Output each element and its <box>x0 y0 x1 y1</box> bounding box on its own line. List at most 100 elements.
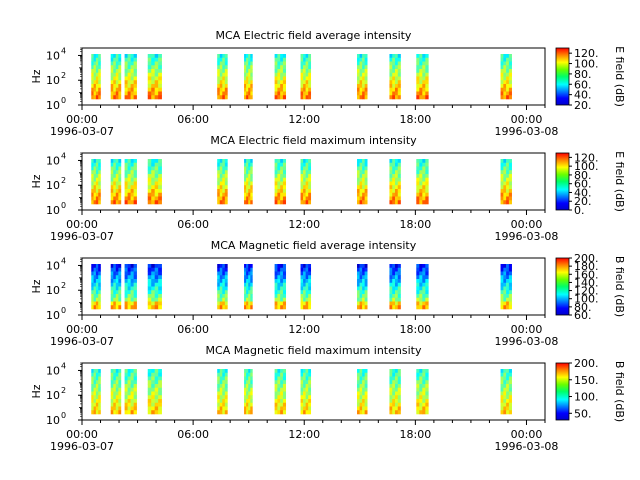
spectrogram-cell <box>118 279 122 284</box>
spectrogram-cell <box>416 387 420 392</box>
spectrogram-cell <box>130 264 134 269</box>
spectrogram-cell <box>222 294 226 299</box>
spectrogram-cell <box>500 72 504 77</box>
spectrogram-cell <box>508 372 512 377</box>
spectrogram-cell <box>274 406 278 411</box>
spectrogram-cell <box>250 162 253 167</box>
spectrogram-cell <box>503 80 507 85</box>
spectrogram-cell <box>303 192 306 197</box>
spectrogram-cell <box>151 84 155 89</box>
spectrogram-cell <box>500 196 504 201</box>
spectrogram-cell <box>280 61 284 66</box>
spectrogram-cell <box>118 395 122 400</box>
spectrogram-cell <box>394 162 399 167</box>
spectrogram-cell <box>274 380 278 385</box>
spectrogram-cell <box>503 406 507 411</box>
spectrogram-cell <box>127 376 131 381</box>
spectrogram-cell <box>364 61 368 66</box>
spectrogram-cell <box>359 72 363 77</box>
spectrogram-cell <box>246 290 249 295</box>
colorbar-tick-label: 120. <box>574 151 599 164</box>
spectrogram-cell <box>158 170 162 175</box>
spectrogram-cell <box>95 196 99 201</box>
spectrogram-cell <box>274 369 278 374</box>
spectrogram-cell <box>115 87 119 92</box>
spectrogram-cell <box>500 297 504 302</box>
spectrogram-cell <box>127 301 131 306</box>
y-tick-exponent: 2 <box>61 281 66 290</box>
spectrogram-cell <box>357 84 360 89</box>
spectrogram-cell <box>303 376 306 381</box>
spectrogram-cell <box>154 185 159 190</box>
spectrogram-cell <box>248 294 251 299</box>
colorbar-gradient <box>555 152 570 211</box>
spectrogram-cell <box>224 80 228 85</box>
spectrogram-cell <box>419 166 423 171</box>
spectrogram-cell <box>397 395 401 400</box>
spectrogram-cell <box>224 391 228 396</box>
spectrogram-cell <box>154 84 159 89</box>
spectrogram-cell <box>154 170 159 175</box>
spectrogram-cell <box>217 91 221 96</box>
spectrogram-cell <box>158 399 162 404</box>
spectrogram-cell <box>364 185 368 190</box>
spectrogram-cell <box>95 391 99 396</box>
spectrogram-cell <box>219 181 223 186</box>
spectrogram-cell <box>115 61 119 66</box>
spectrogram-cell <box>158 192 162 197</box>
x-tick-label: 12:00 <box>288 218 320 231</box>
spectrogram-cell <box>133 387 137 392</box>
spectrogram-cell <box>362 87 365 92</box>
spectrogram-cell <box>91 91 94 96</box>
spectrogram-cell <box>248 162 251 167</box>
spectrogram-cell <box>250 380 253 385</box>
spectrogram-cell <box>93 181 97 186</box>
spectrogram-cell <box>130 369 134 374</box>
spectrogram-cell <box>419 380 423 385</box>
spectrogram-cell <box>98 384 101 389</box>
x-tick-label: 12:00 <box>288 323 320 336</box>
spectrogram-cell <box>219 369 223 374</box>
spectrogram-cell <box>222 372 226 377</box>
spectrogram-cell <box>248 87 251 92</box>
spectrogram-cell <box>244 275 247 280</box>
spectrogram-cell <box>217 57 221 62</box>
spectrogram-cell <box>303 387 306 392</box>
colorbar-tick-label: 100. <box>574 293 599 306</box>
spectrogram-cell <box>110 54 114 59</box>
spectrogram-cell <box>308 275 312 280</box>
spectrogram-cell <box>508 95 512 100</box>
spectrogram-cell <box>110 162 114 167</box>
spectrogram-cell <box>158 80 162 85</box>
spectrogram-cell <box>133 406 137 411</box>
spectrogram-cell <box>219 380 223 385</box>
spectrogram-cell <box>274 305 278 310</box>
spectrogram-cell <box>277 57 281 62</box>
spectrogram-cell <box>282 282 287 287</box>
spectrogram-cell <box>224 380 228 385</box>
spectrogram-cell <box>113 69 117 74</box>
spectrogram-cell <box>389 305 393 310</box>
spectrogram-cell <box>394 200 399 205</box>
spectrogram-cell <box>248 282 251 287</box>
spectrogram-cell <box>305 192 309 197</box>
spectrogram-cell <box>274 91 278 96</box>
colorbar: 50.100.150.200. B field (dB) <box>555 357 626 422</box>
spectrogram-cell <box>113 95 117 100</box>
spectrogram-cell <box>362 410 365 415</box>
spectrogram-cell <box>224 174 228 179</box>
spectrogram-cell <box>364 275 368 280</box>
spectrogram-cell <box>506 57 510 62</box>
spectrogram-cell <box>246 57 249 62</box>
spectrogram-cell <box>392 399 396 404</box>
spectrogram-cell <box>425 275 429 280</box>
spectrogram-cell <box>274 399 278 404</box>
spectrogram-cell <box>147 376 152 381</box>
spectrogram-cell <box>422 372 426 377</box>
spectrogram-cell <box>305 372 309 377</box>
spectrogram-cell <box>113 200 117 205</box>
spectrogram-cell <box>244 87 247 92</box>
spectrogram-cell <box>115 279 119 284</box>
spectrogram-cell <box>508 391 512 396</box>
spectrogram-cell <box>95 294 99 299</box>
